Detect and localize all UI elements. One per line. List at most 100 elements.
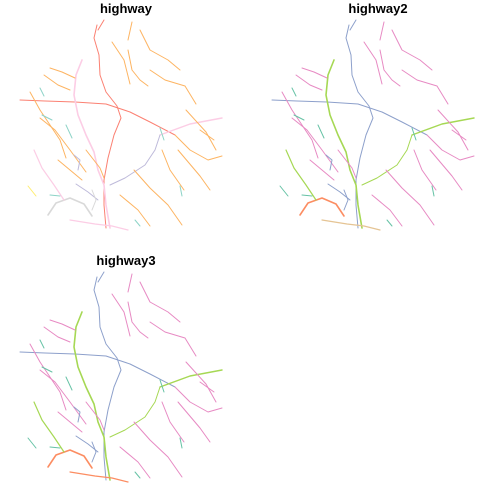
map-highway — [19, 19, 223, 231]
road-segment — [309, 159, 335, 181]
road-segment — [39, 369, 87, 425]
road-segment — [47, 449, 93, 469]
panel-title: highway3 — [96, 253, 156, 268]
road-segment — [343, 189, 349, 211]
panel-highway3: highway3 — [0, 252, 252, 504]
road-segment — [385, 169, 435, 226]
road-segment — [285, 149, 317, 201]
road-segment — [29, 343, 67, 411]
road-segment — [379, 21, 385, 41]
road-segment — [177, 401, 211, 443]
road-segment — [379, 49, 401, 87]
map-highway2 — [271, 19, 475, 231]
road-segment — [93, 24, 122, 229]
road-segment — [91, 189, 97, 211]
road-segment — [159, 369, 223, 388]
road-segment — [325, 59, 363, 229]
road-segment — [39, 339, 45, 349]
road-segment — [174, 134, 223, 161]
road-segment — [73, 59, 111, 229]
road-segment — [281, 91, 319, 159]
road-segment — [325, 154, 333, 171]
road-segment — [363, 41, 383, 85]
road-segment — [43, 74, 71, 91]
road-segment — [349, 19, 357, 31]
road-segment — [451, 129, 467, 141]
road-segment — [345, 24, 374, 229]
road-segment — [49, 446, 61, 449]
panel-highway: highway — [0, 0, 252, 252]
road-segment — [127, 49, 149, 87]
road-segment — [133, 169, 183, 226]
road-segment — [291, 87, 297, 97]
road-segment — [109, 386, 161, 438]
road-segment — [49, 319, 76, 331]
road-segment — [301, 194, 313, 197]
road-segment — [33, 149, 65, 201]
road-segment — [386, 219, 393, 227]
road-segment — [39, 87, 45, 97]
road-segment — [119, 194, 151, 227]
road-segment — [411, 127, 417, 141]
road-segment — [134, 219, 141, 227]
road-segment — [293, 114, 305, 121]
road-segment — [49, 67, 76, 79]
road-segment — [33, 401, 65, 453]
road-segment — [199, 129, 215, 141]
panel-title: highway2 — [348, 1, 408, 16]
road-segment — [57, 159, 83, 181]
road-segment — [49, 194, 61, 197]
road-segment — [179, 185, 183, 197]
road-segment — [127, 301, 149, 339]
road-segment — [41, 366, 53, 373]
road-segment — [149, 69, 197, 105]
road-segment — [161, 149, 185, 191]
panel-highway2: highway2 — [252, 0, 504, 252]
road-segment — [69, 219, 129, 231]
road-segment — [65, 376, 73, 391]
road-segment — [19, 99, 176, 136]
road-segment — [73, 406, 81, 423]
road-segment — [29, 91, 67, 159]
road-segment — [411, 117, 475, 136]
road-segment — [174, 386, 223, 413]
road-segment — [179, 437, 183, 449]
road-segment — [426, 134, 475, 161]
road-segment — [361, 134, 413, 186]
road-segment — [431, 185, 435, 197]
road-segment — [73, 311, 111, 481]
road-segment — [299, 197, 345, 217]
road-segment — [271, 99, 428, 136]
road-segment — [65, 124, 73, 139]
road-segment — [429, 149, 463, 191]
road-segment — [139, 281, 181, 323]
road-segment — [139, 29, 181, 71]
road-segment — [85, 149, 105, 179]
road-segment — [73, 154, 81, 171]
road-segment — [301, 67, 328, 79]
road-segment — [199, 381, 215, 393]
road-segment — [317, 124, 325, 139]
road-segment — [295, 74, 323, 91]
road-segment — [161, 401, 185, 443]
road-segment — [149, 321, 197, 357]
road-segment — [279, 185, 289, 197]
road-segment — [133, 421, 183, 478]
road-segment — [185, 109, 217, 151]
map-highway3 — [19, 271, 223, 483]
road-segment — [321, 219, 381, 231]
road-segment — [57, 411, 83, 433]
road-segment — [159, 379, 165, 393]
road-segment — [127, 21, 133, 41]
road-segment — [97, 271, 105, 283]
road-segment — [437, 109, 469, 151]
road-segment — [401, 69, 449, 105]
road-segment — [159, 117, 223, 136]
road-segment — [337, 149, 357, 179]
road-segment — [39, 117, 87, 173]
panel-title: highway — [99, 1, 152, 16]
road-segment — [111, 41, 131, 85]
road-segment — [27, 437, 37, 449]
road-segment — [111, 293, 131, 337]
road-segment — [159, 127, 165, 141]
